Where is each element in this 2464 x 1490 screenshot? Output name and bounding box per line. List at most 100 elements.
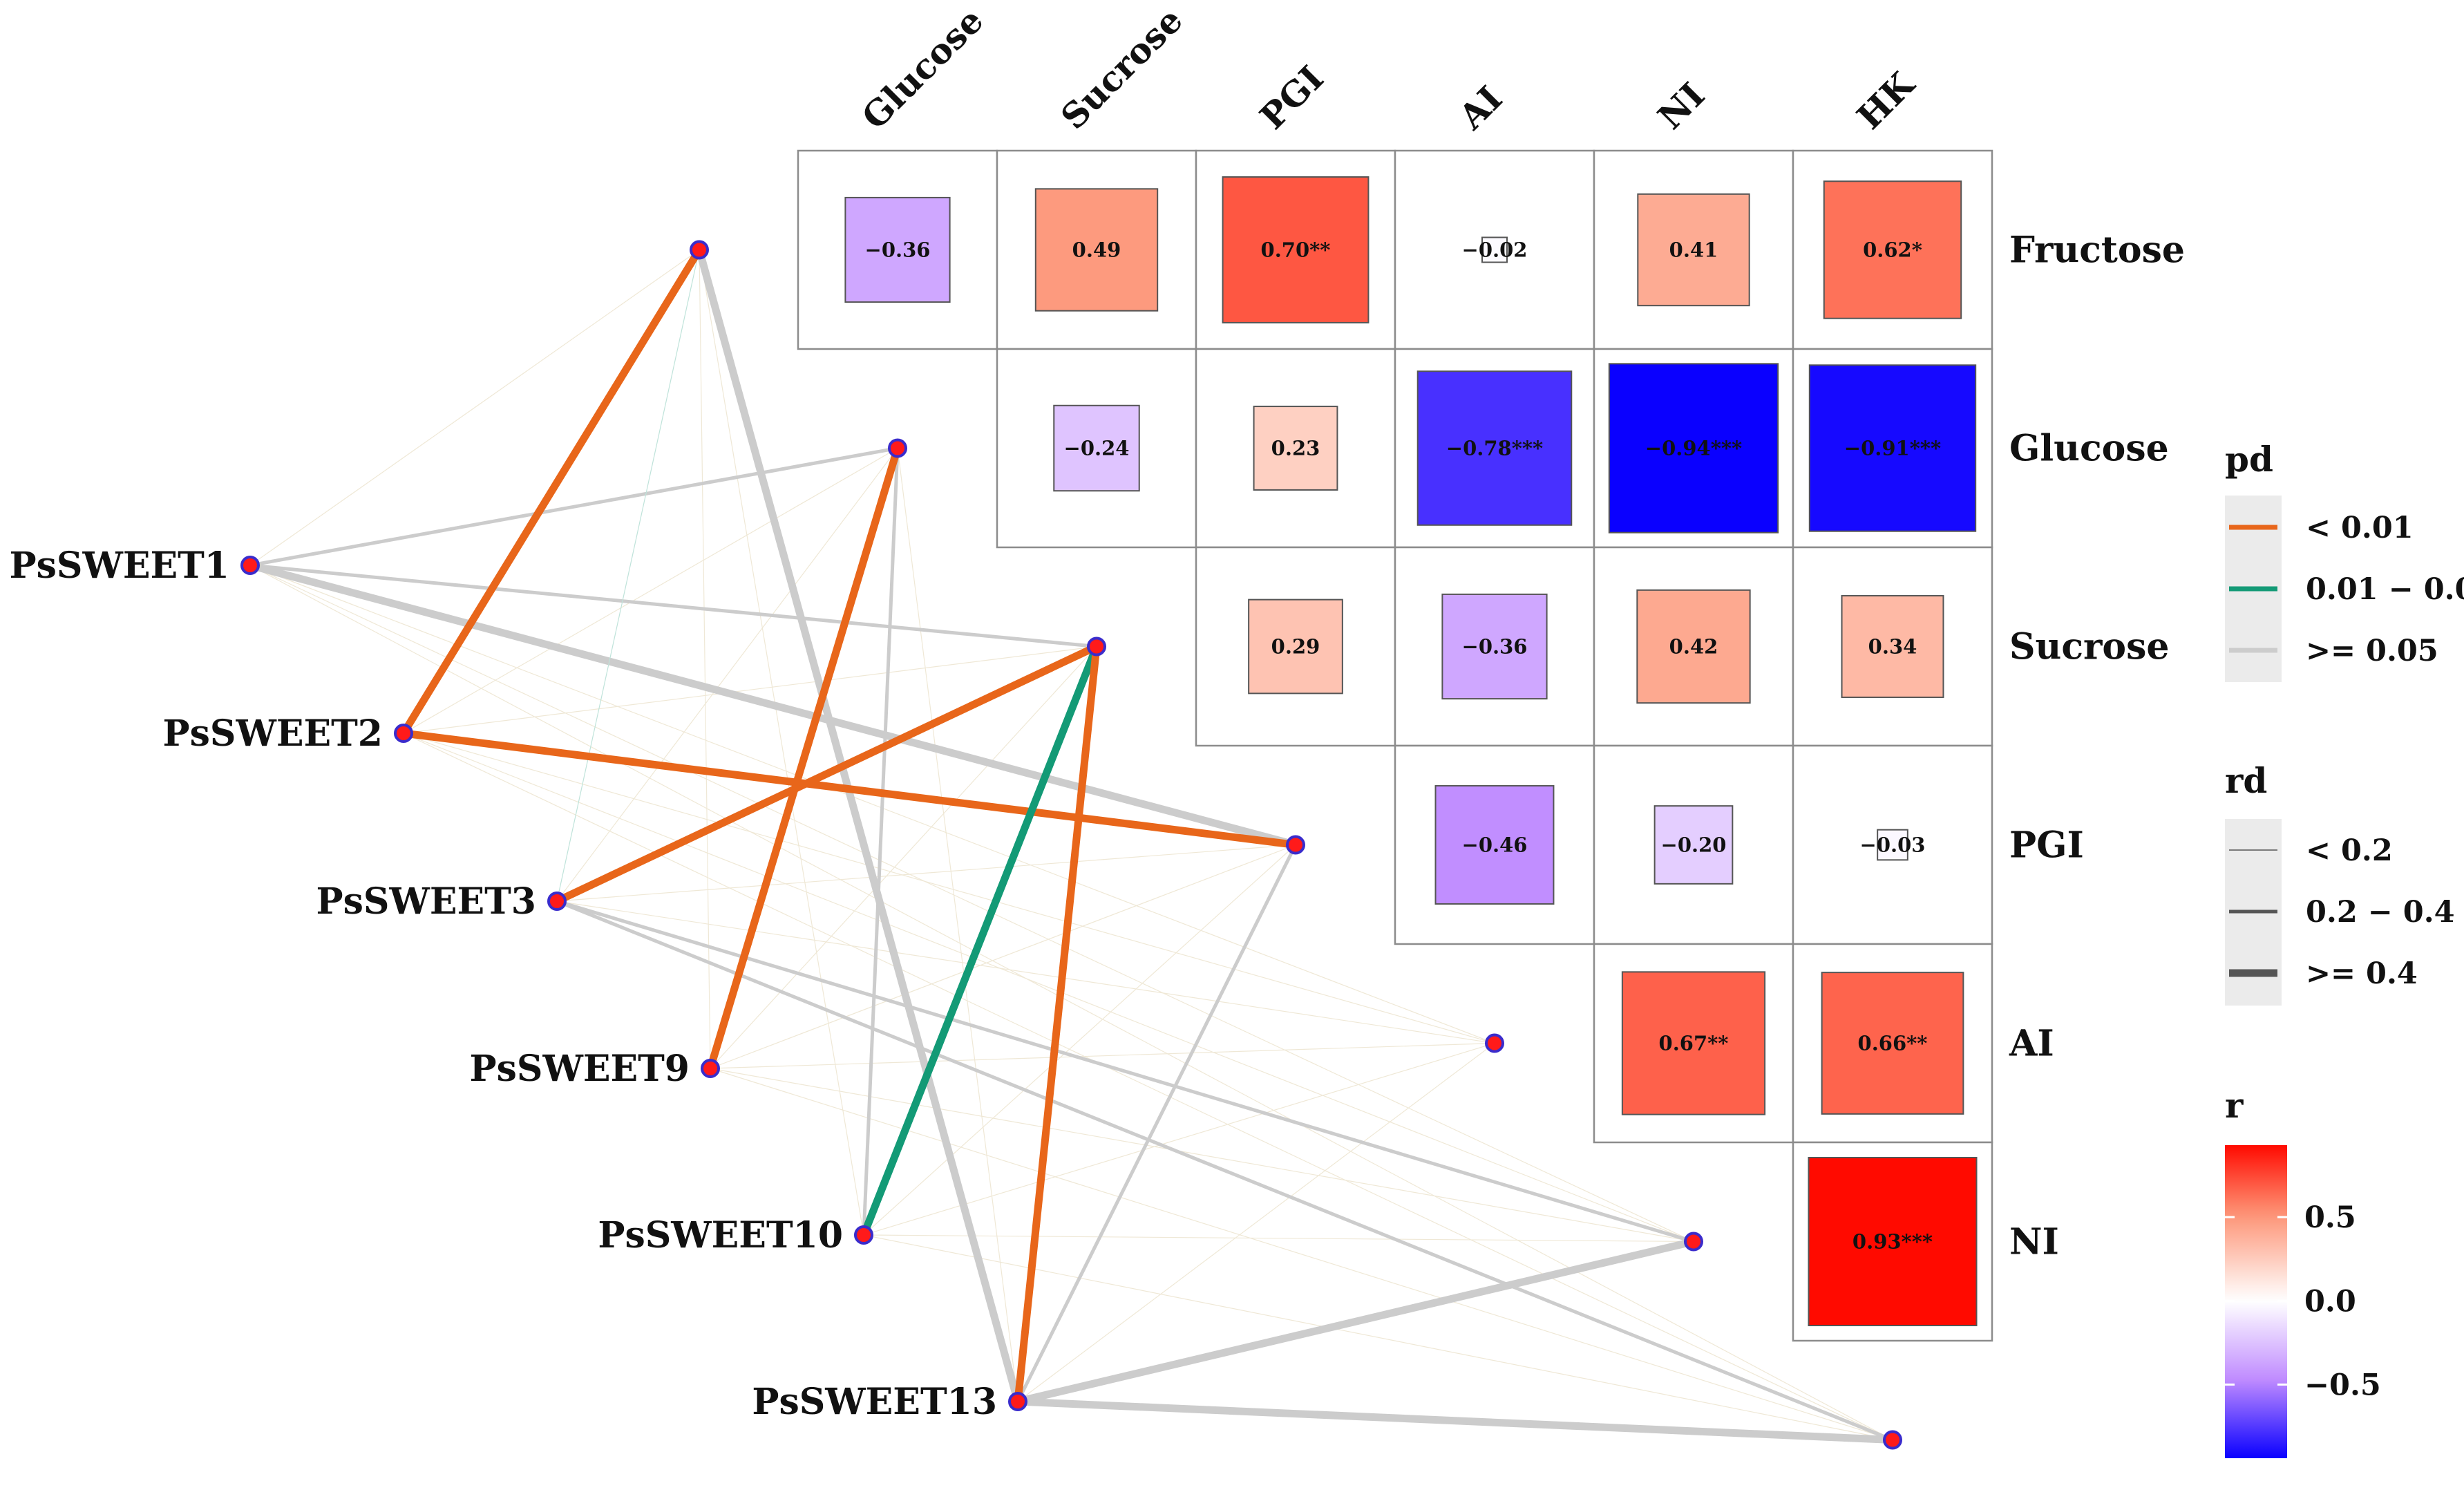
heatmap-value-label: 0.42 (1669, 635, 1718, 659)
heatmap-square (1637, 193, 1750, 307)
row-label: PGI (2009, 824, 2084, 867)
target-node (1684, 1232, 1703, 1252)
r-colorbar (2225, 1145, 2287, 1458)
pd-legend-label: >= 0.05 (2306, 634, 2438, 668)
column-label: PGI (1252, 57, 1331, 137)
rd-legend-label: >= 0.4 (2306, 956, 2418, 991)
heatmap-square (1608, 363, 1779, 534)
network-link (699, 249, 711, 1069)
rd-legend-title: rd (2225, 760, 2267, 801)
heatmap-square (1416, 370, 1573, 526)
gene-label: PsSWEET13 (752, 1381, 997, 1423)
row-label: AI (2009, 1023, 2054, 1065)
network-link (710, 1042, 1495, 1069)
network-link (399, 729, 1300, 849)
heatmap-value-label: −0.46 (1462, 833, 1528, 857)
network-link (403, 733, 1694, 1243)
heatmap-value-label: −0.91*** (1844, 437, 1941, 460)
column-label: Sucrose (1053, 0, 1191, 137)
heatmap-square (1253, 406, 1338, 491)
column-label: NI (1650, 75, 1713, 138)
heatmap-value-label: −0.78*** (1446, 437, 1543, 460)
network-links (246, 246, 1897, 1444)
target-node (1883, 1430, 1902, 1450)
network-link (249, 565, 1893, 1441)
gene-node (547, 892, 567, 911)
network-link (403, 645, 1097, 734)
network-link (862, 446, 900, 1237)
network-link (710, 844, 1296, 1069)
heatmap-value-label: −0.94*** (1645, 437, 1742, 460)
row-label: NI (2009, 1221, 2059, 1263)
network-link (1014, 1238, 1698, 1406)
column-label: HK (1849, 64, 1923, 138)
heatmap-square (1034, 188, 1159, 312)
heatmap-value-label: −0.20 (1661, 833, 1727, 857)
correlation-heatmap: −0.36 0.49 0.70** −0.02 0.41 0.62* −0.24 0.23 −0… (797, 149, 1993, 1342)
heatmap-value-label: 0.67** (1659, 1032, 1729, 1055)
network-link (556, 844, 1296, 902)
r-tick-label: 0.5 (2304, 1200, 2356, 1235)
heatmap-square (844, 196, 951, 303)
network-link (897, 447, 1018, 1402)
network-link (399, 246, 703, 737)
heatmap-square (1821, 972, 1964, 1115)
network-link (556, 900, 1495, 1044)
pd-legend-label: < 0.01 (2306, 511, 2414, 545)
gene-label: PsSWEET3 (316, 880, 536, 923)
row-label: Glucose (2009, 428, 2169, 470)
rd-legend-label: < 0.2 (2306, 833, 2393, 868)
network-link (695, 246, 1022, 1406)
heatmap-value-label: 0.62* (1863, 238, 1922, 262)
heatmap-square (1441, 593, 1548, 700)
target-node (888, 438, 907, 458)
gene-node (701, 1059, 720, 1078)
network-link (556, 249, 700, 902)
heatmap-square (1823, 180, 1962, 319)
heatmap-value-label: −0.03 (1860, 833, 1926, 857)
row-label: Sucrose (2009, 626, 2169, 668)
column-label: AI (1450, 78, 1510, 138)
heatmap-value-label: −0.36 (865, 238, 931, 262)
heatmap-square (1248, 598, 1343, 695)
network-link (1014, 1397, 1897, 1444)
network-link (248, 563, 1099, 648)
network-link (249, 565, 1694, 1243)
heatmap-value-label: 0.41 (1669, 238, 1718, 262)
heatmap-square (1636, 589, 1751, 704)
heatmap-value-label: 0.23 (1271, 437, 1320, 460)
network-link (863, 1234, 1694, 1243)
target-node (1485, 1033, 1504, 1053)
gene-label: PsSWEET9 (470, 1048, 690, 1090)
network-link (863, 1042, 1495, 1236)
heatmap-value-label: 0.34 (1868, 635, 1917, 659)
heatmap-value-label: 0.66** (1858, 1032, 1928, 1055)
heatmap-square (1877, 829, 1908, 861)
r-tick-label: −0.5 (2304, 1368, 2381, 1402)
gene-label: PsSWEET2 (163, 713, 383, 755)
network-nodes (240, 240, 1902, 1450)
heatmap-square (1053, 404, 1140, 492)
r-tick-label: 0.0 (2304, 1284, 2356, 1319)
heatmap-value-label: −0.36 (1462, 635, 1528, 659)
heatmap-value-label: 0.29 (1271, 635, 1320, 659)
heatmap-square (1808, 1156, 1978, 1327)
gene-label: PsSWEET1 (10, 545, 229, 587)
gene-label: PsSWEET10 (598, 1214, 843, 1256)
heatmap-square (1808, 364, 1977, 532)
network-link (699, 249, 864, 1236)
heatmap-value-label: 0.49 (1072, 238, 1121, 262)
target-node (690, 240, 709, 260)
row-label: Fructose (2009, 229, 2185, 272)
network-link (246, 561, 1300, 849)
network-link (710, 645, 1097, 1069)
network-link (1014, 643, 1101, 1406)
network-link (860, 643, 1101, 1239)
network-link (556, 447, 898, 902)
network-link (710, 1068, 1694, 1243)
network-link (553, 643, 1101, 905)
r-legend-title: r (2225, 1085, 2244, 1126)
legends: pd < 0.01 0.01 − 0.05 >= 0.05 rd < 0.2 0.2 − 0… (2225, 439, 2464, 1458)
heatmap-square (1222, 176, 1370, 323)
